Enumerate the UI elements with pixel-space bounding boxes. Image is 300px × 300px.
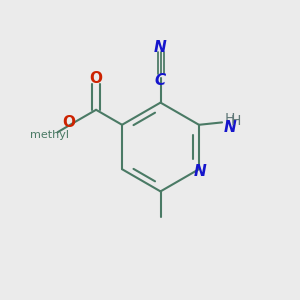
Text: C: C [155,73,166,88]
Text: N: N [194,164,207,179]
Text: N: N [154,40,167,55]
Text: methyl: methyl [31,130,70,140]
Text: H: H [231,114,241,128]
Text: N: N [224,120,236,135]
Text: H: H [225,112,235,126]
Text: O: O [62,115,75,130]
Text: O: O [90,71,103,86]
